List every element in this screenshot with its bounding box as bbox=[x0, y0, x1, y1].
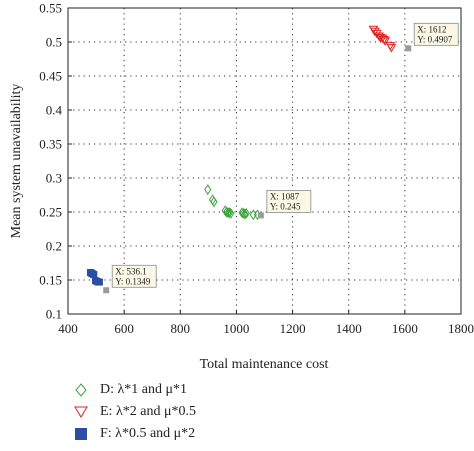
y-tick-label: 0.45 bbox=[39, 69, 62, 84]
datatip-marker bbox=[103, 287, 110, 294]
x-tick-label: 600 bbox=[114, 321, 134, 336]
data-point bbox=[95, 278, 103, 286]
datatip-box bbox=[111, 264, 157, 288]
x-tick-label: 400 bbox=[58, 321, 78, 336]
plot-frame bbox=[67, 7, 462, 315]
y-axis-title: Mean system unavailability bbox=[9, 84, 24, 239]
y-tick-label: 0.25 bbox=[39, 205, 62, 220]
legend-marker bbox=[75, 383, 87, 397]
legend-marker bbox=[75, 428, 87, 440]
datatip-x-text: X: 1087 bbox=[270, 191, 300, 201]
legend-item: E: λ*2 and μ*0.5 bbox=[70, 401, 196, 423]
data-point bbox=[369, 27, 380, 37]
legend-label: F: λ*0.5 and μ*2 bbox=[100, 426, 196, 441]
data-point bbox=[239, 207, 248, 219]
legend-item: D: λ*1 and μ*1 bbox=[70, 379, 196, 401]
data-point bbox=[241, 208, 249, 220]
datatip-marker bbox=[405, 45, 412, 52]
y-tick-label: 0.35 bbox=[39, 137, 62, 152]
y-tick-label: 0.4 bbox=[46, 103, 63, 118]
series-group bbox=[368, 25, 397, 53]
x-tick-label: 1000 bbox=[223, 321, 249, 336]
legend: D: λ*1 and μ*1 E: λ*2 and μ*0.5 F: λ*0.5 a… bbox=[70, 379, 196, 445]
datatip-box bbox=[266, 189, 312, 213]
data-point bbox=[225, 207, 234, 219]
axis-ticks: 400 600 800 1000 1200 1400 1600 1800 0.1 0.15 0.2 0… bbox=[39, 1, 474, 337]
legend-triangle-icon bbox=[74, 406, 88, 418]
datatip-x-text: X: 1612 bbox=[417, 24, 446, 34]
legend-label: E: λ*2 and μ*0.5 bbox=[100, 404, 196, 419]
scatter-chart: 400 600 800 1000 1200 1400 1600 1800 0.1 0.15 0.2 0… bbox=[9, 1, 474, 373]
data-point bbox=[227, 207, 235, 219]
legend-square-icon bbox=[75, 428, 87, 440]
x-tick-label: 1600 bbox=[392, 321, 418, 336]
datatip-y-text: Y: 0.1349 bbox=[115, 276, 151, 286]
y-tick-label: 0.5 bbox=[46, 35, 62, 50]
series-group bbox=[204, 184, 262, 221]
datatip-marker bbox=[257, 212, 264, 219]
y-tick-label: 0.55 bbox=[39, 1, 62, 16]
legend-diamond-icon bbox=[75, 383, 87, 397]
x-tick-label: 1800 bbox=[448, 321, 474, 336]
data-point bbox=[386, 44, 397, 53]
data-point bbox=[90, 271, 98, 279]
legend-label: D: λ*1 and μ*1 bbox=[100, 382, 188, 397]
x-tick-label: 1400 bbox=[336, 321, 362, 336]
legend-item: F: λ*0.5 and μ*2 bbox=[70, 423, 196, 445]
datatip-box bbox=[413, 22, 459, 46]
datatip-y-text: Y: 0.4907 bbox=[417, 34, 453, 44]
datatip-y-text: Y: 0.245 bbox=[270, 201, 301, 211]
data-point bbox=[242, 207, 250, 219]
datatip-x-text: X: 536.1 bbox=[115, 266, 147, 276]
data-point bbox=[371, 29, 382, 39]
x-axis-title: Total maintenance cost bbox=[200, 357, 329, 372]
y-tick-label: 0.15 bbox=[39, 273, 62, 288]
data-point bbox=[223, 206, 231, 218]
grid-lines bbox=[68, 8, 461, 314]
data-point bbox=[377, 34, 388, 44]
x-tick-label: 1200 bbox=[280, 321, 306, 336]
y-tick-label: 0.2 bbox=[46, 239, 62, 254]
legend-marker bbox=[74, 406, 88, 418]
data-point bbox=[204, 184, 212, 195]
y-tick-label: 0.1 bbox=[46, 307, 62, 322]
y-tick-label: 0.3 bbox=[46, 171, 62, 186]
series-group bbox=[86, 269, 103, 286]
data-point bbox=[380, 37, 391, 46]
x-tick-label: 800 bbox=[171, 321, 191, 336]
data-point bbox=[210, 196, 218, 208]
series-layer bbox=[86, 25, 397, 286]
data-point bbox=[224, 207, 232, 219]
